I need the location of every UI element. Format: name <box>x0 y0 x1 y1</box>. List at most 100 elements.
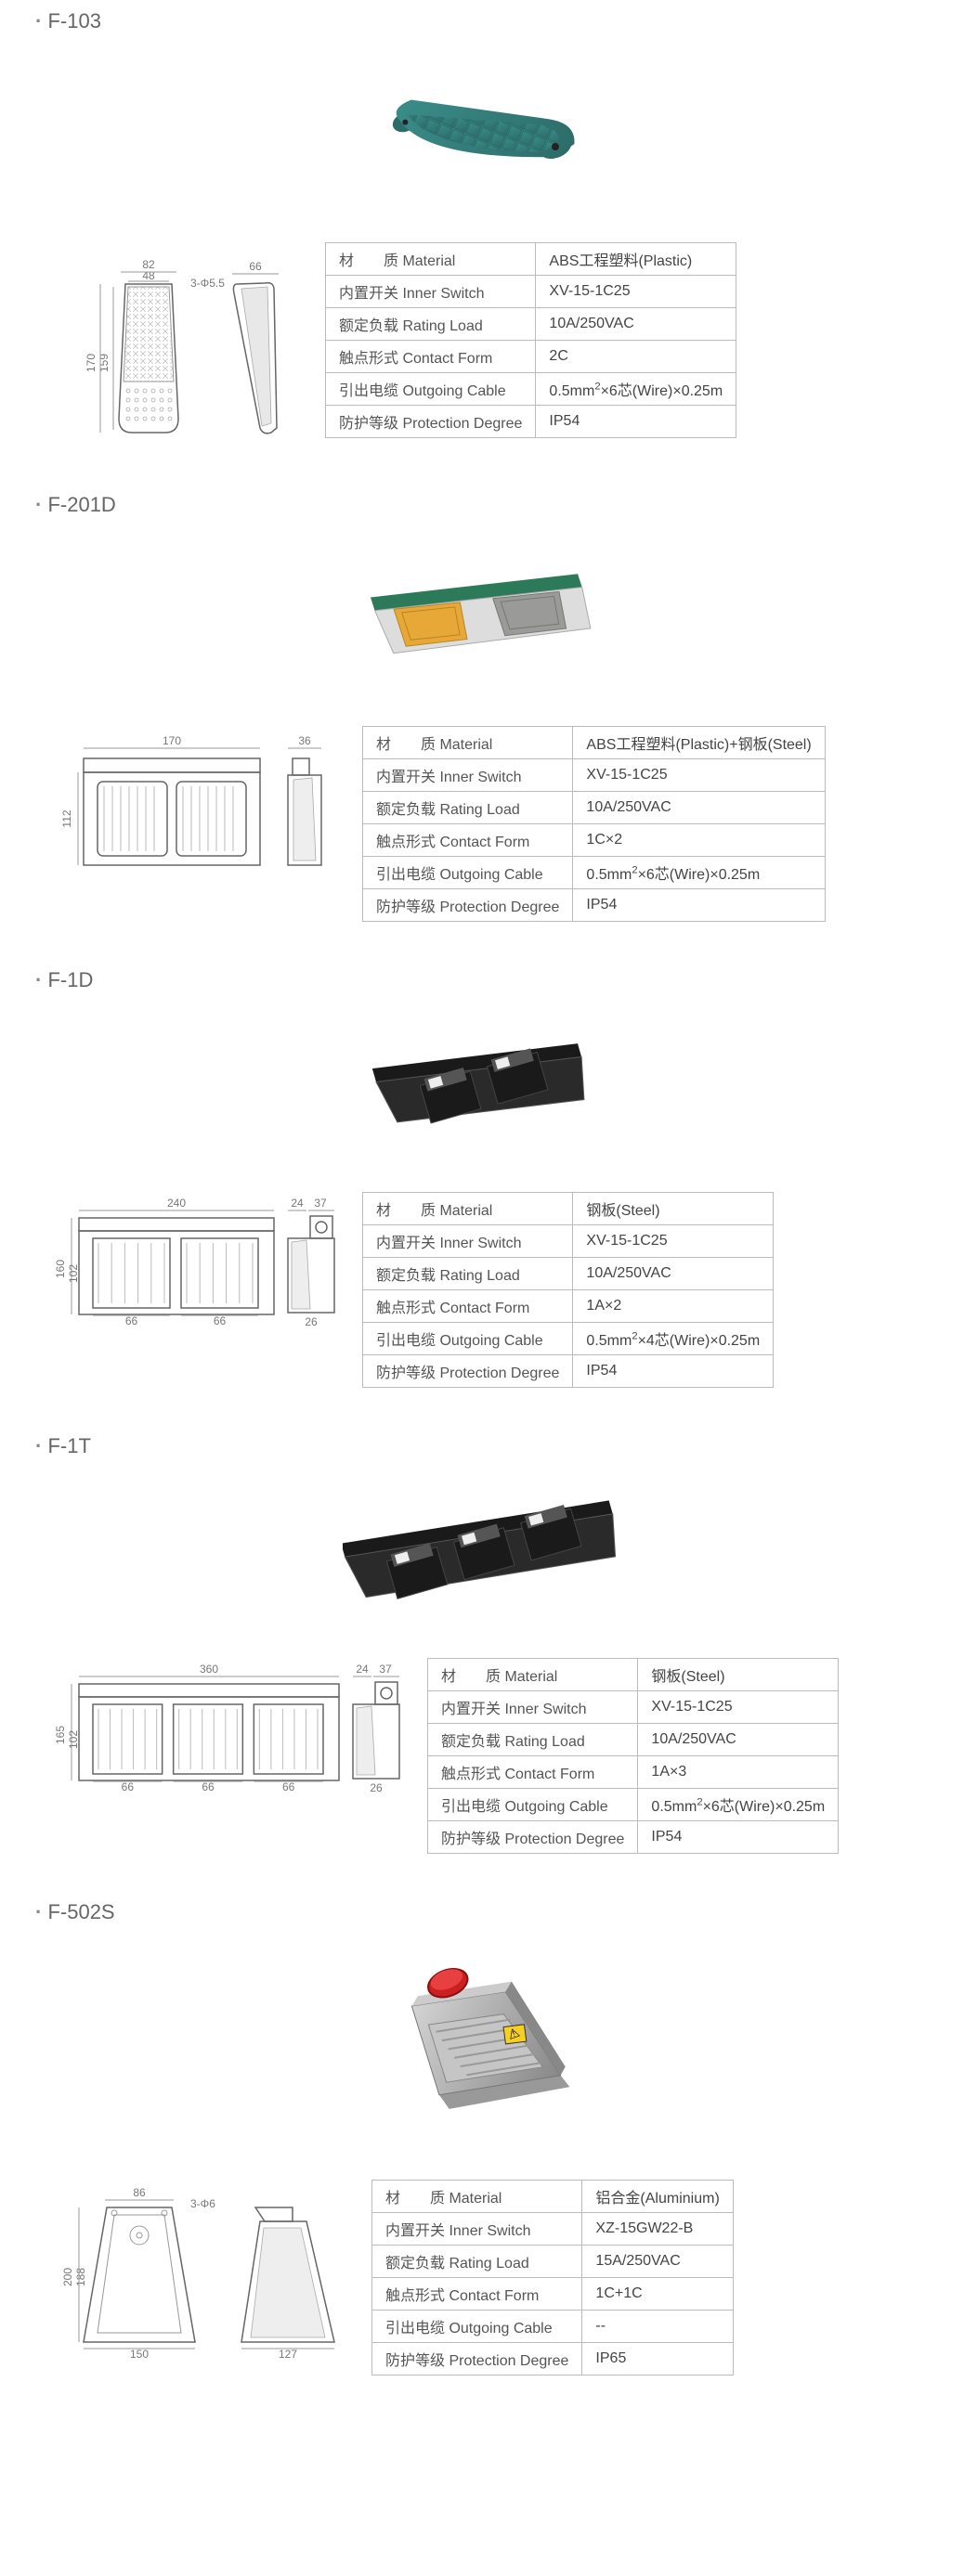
technical-drawing: 170 112 36 <box>46 726 344 884</box>
drawing-area: 86 3-Φ6 200 188 150 127 <box>28 2180 353 2365</box>
spec-value: IP54 <box>536 406 736 438</box>
spec-value: 铝合金(Aluminium) <box>582 2181 733 2213</box>
spec-row: 82 48 3-Φ5.5 170 159 66 材 质 Materia <box>28 242 936 447</box>
table-row: 触点形式 Contact Form1C+1C <box>372 2278 734 2311</box>
product-model-heading: F-1D <box>28 968 936 992</box>
product-photo-row <box>28 531 936 707</box>
svg-text:102: 102 <box>67 1264 80 1283</box>
svg-text:3-Φ5.5: 3-Φ5.5 <box>190 277 225 290</box>
svg-text:66: 66 <box>202 1780 215 1793</box>
svg-text:86: 86 <box>133 2186 146 2199</box>
svg-text:37: 37 <box>314 1197 327 1210</box>
table-row: 额定负载 Rating Load10A/250VAC <box>363 1258 774 1290</box>
table-row: 防护等级 Protection DegreeIP54 <box>363 889 826 922</box>
spec-value: ABS工程塑料(Plastic)+钢板(Steel) <box>573 727 825 759</box>
technical-drawing: 86 3-Φ6 200 188 150 127 <box>46 2180 353 2365</box>
spec-table: 材 质 Material铝合金(Aluminium)内置开关 Inner Swi… <box>371 2180 734 2375</box>
spec-label: 引出电缆 Outgoing Cable <box>326 373 536 406</box>
product-photo-row <box>28 1472 936 1639</box>
spec-value: 1C×2 <box>573 824 825 857</box>
spec-value: 钢板(Steel) <box>638 1659 839 1691</box>
product-photo: ⚠ <box>375 1938 589 2142</box>
table-row: 引出电缆 Outgoing Cable0.5mm2×4芯(Wire)×0.25m <box>363 1323 774 1355</box>
spec-value: 0.5mm2×6芯(Wire)×0.25m <box>573 857 825 889</box>
spec-value: 1A×3 <box>638 1756 839 1789</box>
spec-value: 0.5mm2×6芯(Wire)×0.25m <box>638 1789 839 1821</box>
svg-text:170: 170 <box>85 354 98 372</box>
svg-text:112: 112 <box>60 809 73 827</box>
product-photo-row: ⚠ <box>28 1938 936 2161</box>
table-row: 引出电缆 Outgoing Cable0.5mm2×6芯(Wire)×0.25m <box>363 857 826 889</box>
svg-text:159: 159 <box>98 354 111 372</box>
spec-row: 240 66 66 160 102 24 37 <box>28 1192 936 1388</box>
product-section: F-103 82 48 <box>28 9 936 447</box>
spec-label: 额定负载 Rating Load <box>428 1724 638 1756</box>
spec-value: XV-15-1C25 <box>573 759 825 792</box>
product-model-heading: F-502S <box>28 1900 936 1924</box>
svg-text:26: 26 <box>370 1781 383 1794</box>
spec-value: 钢板(Steel) <box>573 1193 774 1225</box>
svg-text:160: 160 <box>54 1260 67 1278</box>
spec-value: XV-15-1C25 <box>573 1225 774 1258</box>
spec-label: 内置开关 Inner Switch <box>363 759 573 792</box>
spec-label: 内置开关 Inner Switch <box>372 2213 582 2246</box>
spec-value: 15A/250VAC <box>582 2246 733 2278</box>
product-photo-row <box>28 1006 936 1173</box>
svg-text:24: 24 <box>291 1197 304 1210</box>
table-row: 内置开关 Inner SwitchXZ-15GW22-B <box>372 2213 734 2246</box>
product-photo-row <box>28 47 936 224</box>
spec-label: 防护等级 Protection Degree <box>363 889 573 922</box>
spec-label: 内置开关 Inner Switch <box>326 276 536 308</box>
svg-text:36: 36 <box>298 734 311 747</box>
product-model-heading: F-201D <box>28 493 936 517</box>
spec-value: XV-15-1C25 <box>536 276 736 308</box>
svg-text:170: 170 <box>163 734 181 747</box>
svg-text:37: 37 <box>379 1663 392 1676</box>
spec-label: 触点形式 Contact Form <box>372 2278 582 2311</box>
table-row: 触点形式 Contact Form2C <box>326 341 736 373</box>
spec-table: 材 质 MaterialABS工程塑料(Plastic)+钢板(Steel)内置… <box>362 726 826 922</box>
drawing-area: 170 112 36 <box>28 726 344 884</box>
spec-value: IP54 <box>638 1821 839 1854</box>
spec-label: 防护等级 Protection Degree <box>428 1821 638 1854</box>
spec-label: 防护等级 Protection Degree <box>326 406 536 438</box>
svg-text:102: 102 <box>67 1730 80 1749</box>
spec-value: XV-15-1C25 <box>638 1691 839 1724</box>
spec-label: 额定负载 Rating Load <box>326 308 536 341</box>
svg-text:127: 127 <box>279 2348 297 2361</box>
spec-value: 2C <box>536 341 736 373</box>
product-model-heading: F-103 <box>28 9 936 33</box>
spec-value: 10A/250VAC <box>536 308 736 341</box>
svg-text:66: 66 <box>122 1780 135 1793</box>
spec-value: IP54 <box>573 889 825 922</box>
spec-value: ABS工程塑料(Plastic) <box>536 243 736 276</box>
table-row: 额定负载 Rating Load10A/250VAC <box>428 1724 839 1756</box>
spec-label: 引出电缆 Outgoing Cable <box>363 1323 573 1355</box>
svg-text:200: 200 <box>61 2268 74 2286</box>
table-row: 材 质 Material铝合金(Aluminium) <box>372 2181 734 2213</box>
product-photo <box>343 1472 621 1621</box>
svg-text:48: 48 <box>142 269 155 282</box>
table-row: 材 质 Material钢板(Steel) <box>363 1193 774 1225</box>
table-row: 内置开关 Inner SwitchXV-15-1C25 <box>363 759 826 792</box>
svg-text:150: 150 <box>130 2348 149 2361</box>
spec-label: 引出电缆 Outgoing Cable <box>428 1789 638 1821</box>
svg-text:360: 360 <box>200 1663 218 1676</box>
table-row: 内置开关 Inner SwitchXV-15-1C25 <box>326 276 736 308</box>
spec-label: 触点形式 Contact Form <box>363 824 573 857</box>
svg-text:24: 24 <box>356 1663 369 1676</box>
svg-text:66: 66 <box>125 1314 138 1327</box>
spec-value: 10A/250VAC <box>638 1724 839 1756</box>
svg-text:188: 188 <box>74 2268 87 2286</box>
spec-label: 额定负载 Rating Load <box>363 1258 573 1290</box>
table-row: 额定负载 Rating Load10A/250VAC <box>326 308 736 341</box>
spec-value: 10A/250VAC <box>573 792 825 824</box>
spec-value: 10A/250VAC <box>573 1258 774 1290</box>
spec-label: 触点形式 Contact Form <box>326 341 536 373</box>
svg-text:66: 66 <box>282 1780 295 1793</box>
table-row: 防护等级 Protection DegreeIP54 <box>428 1821 839 1854</box>
spec-value: IP54 <box>573 1355 774 1388</box>
table-row: 防护等级 Protection DegreeIP65 <box>372 2343 734 2375</box>
spec-table: 材 质 Material钢板(Steel)内置开关 Inner SwitchXV… <box>362 1192 774 1388</box>
table-row: 触点形式 Contact Form1A×3 <box>428 1756 839 1789</box>
